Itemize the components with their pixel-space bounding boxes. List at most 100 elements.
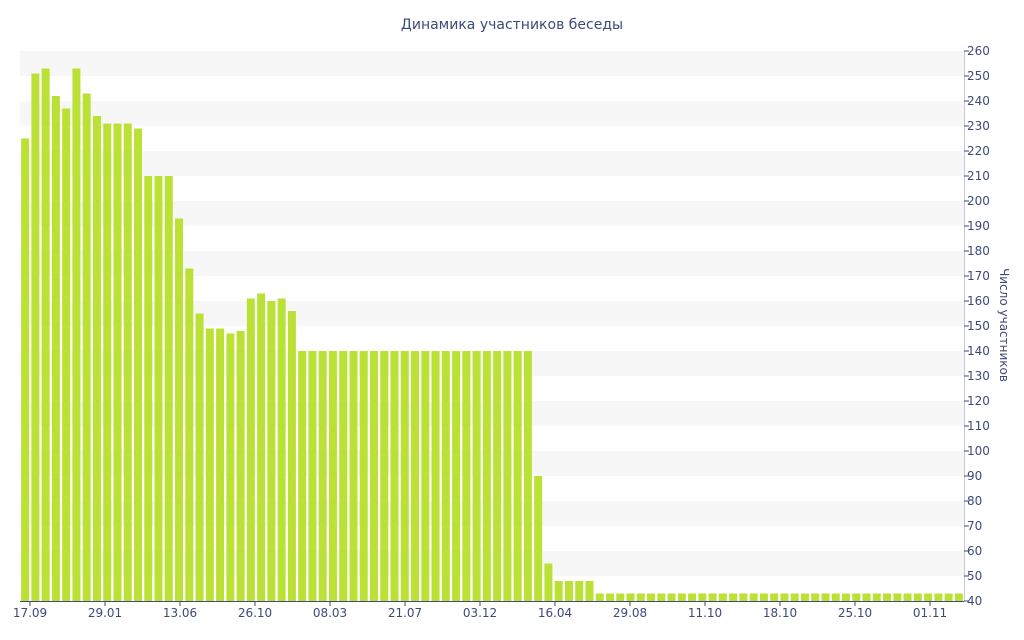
x-tick-label: 03.12: [463, 606, 497, 620]
bar: [370, 351, 378, 601]
bar: [924, 593, 933, 601]
bar: [606, 593, 614, 601]
grid-band: [20, 151, 964, 176]
x-tick-label: 18.10: [763, 606, 797, 620]
y-tick-label: 180: [967, 244, 990, 258]
bar: [954, 593, 963, 601]
bar: [934, 593, 943, 601]
y-tick-label: 170: [967, 269, 990, 283]
bar: [431, 351, 440, 601]
bar: [144, 176, 153, 601]
y-tick-label: 90: [967, 469, 982, 483]
bar: [883, 593, 892, 601]
bar: [636, 593, 645, 601]
bar: [421, 351, 430, 601]
bar: [698, 593, 707, 601]
y-tick-label: 240: [967, 94, 990, 108]
bar: [267, 301, 276, 601]
x-tick-label: 29.08: [613, 606, 647, 620]
bar: [287, 311, 296, 601]
bar: [513, 351, 522, 601]
bar: [575, 581, 584, 601]
grid-band: [20, 51, 964, 76]
bar: [31, 73, 40, 601]
bar: [770, 593, 779, 601]
y-tick-label: 50: [967, 569, 982, 583]
bar: [205, 328, 214, 601]
bar: [154, 176, 163, 601]
bar: [441, 351, 450, 601]
bar: [893, 593, 902, 601]
bar: [842, 593, 850, 601]
bar: [626, 593, 635, 601]
y-tick-label: 150: [967, 319, 990, 333]
bar: [318, 351, 327, 601]
grid-band: [20, 101, 964, 126]
bar: [523, 351, 532, 601]
x-tick-label: 25.10: [838, 606, 872, 620]
bar: [175, 218, 184, 601]
chart-title: Динамика участников беседы: [401, 17, 623, 33]
x-tick-label: 17.09: [13, 606, 47, 620]
bar: [51, 96, 60, 601]
bar: [544, 563, 553, 601]
bar: [759, 593, 768, 601]
bar: [554, 581, 563, 601]
bar: [585, 581, 594, 601]
bar: [708, 593, 717, 601]
y-tick-label: 190: [967, 219, 990, 233]
bar: [62, 108, 71, 601]
bar: [308, 351, 317, 601]
bar: [72, 68, 81, 601]
bar: [226, 333, 235, 601]
bar: [390, 351, 399, 601]
y-tick-label: 100: [967, 444, 990, 458]
bar: [800, 593, 809, 601]
x-tick-label: 11.10: [688, 606, 722, 620]
bar: [21, 138, 30, 601]
bar: [195, 313, 204, 601]
y-tick-label: 260: [967, 44, 990, 58]
bar: [852, 593, 861, 601]
y-tick-label: 110: [967, 419, 990, 433]
bar: [944, 593, 953, 601]
bar: [739, 593, 748, 601]
y-tick-label: 200: [967, 194, 990, 208]
bar: [257, 293, 266, 601]
bar: [647, 593, 656, 601]
y-tick-label: 70: [967, 519, 982, 533]
bar: [349, 351, 358, 601]
y-axis-ticks: 40 50 60 70 80 90 100 110 120 130 140 150 160 170 180 1…: [964, 44, 990, 608]
bar: [41, 68, 50, 601]
bar: [339, 351, 348, 601]
bar: [595, 593, 604, 601]
bars: [21, 68, 963, 601]
bar: [657, 593, 666, 601]
bar: [862, 593, 871, 601]
bar: [185, 268, 194, 601]
bar: [780, 593, 789, 601]
x-tick-label: 08.03: [313, 606, 347, 620]
y-tick-label: 210: [967, 169, 990, 183]
bar: [411, 351, 420, 601]
bar: [246, 298, 255, 601]
bar: [359, 351, 368, 601]
bar: [493, 351, 502, 601]
bar: [677, 593, 686, 601]
x-tick-label: 26.10: [238, 606, 272, 620]
y-tick-label: 160: [967, 294, 990, 308]
bar: [534, 476, 543, 601]
x-tick-label: 01.11: [913, 606, 947, 620]
bar: [462, 351, 471, 601]
bar: [790, 593, 799, 601]
bar: [328, 351, 337, 601]
bar: [400, 351, 409, 601]
bar: [503, 351, 512, 601]
y-tick-label: 80: [967, 494, 982, 508]
bar: [103, 123, 112, 601]
y-tick-label: 140: [967, 344, 990, 358]
x-tick-label: 13.06: [163, 606, 197, 620]
bar: [482, 351, 491, 601]
bar: [903, 593, 912, 601]
